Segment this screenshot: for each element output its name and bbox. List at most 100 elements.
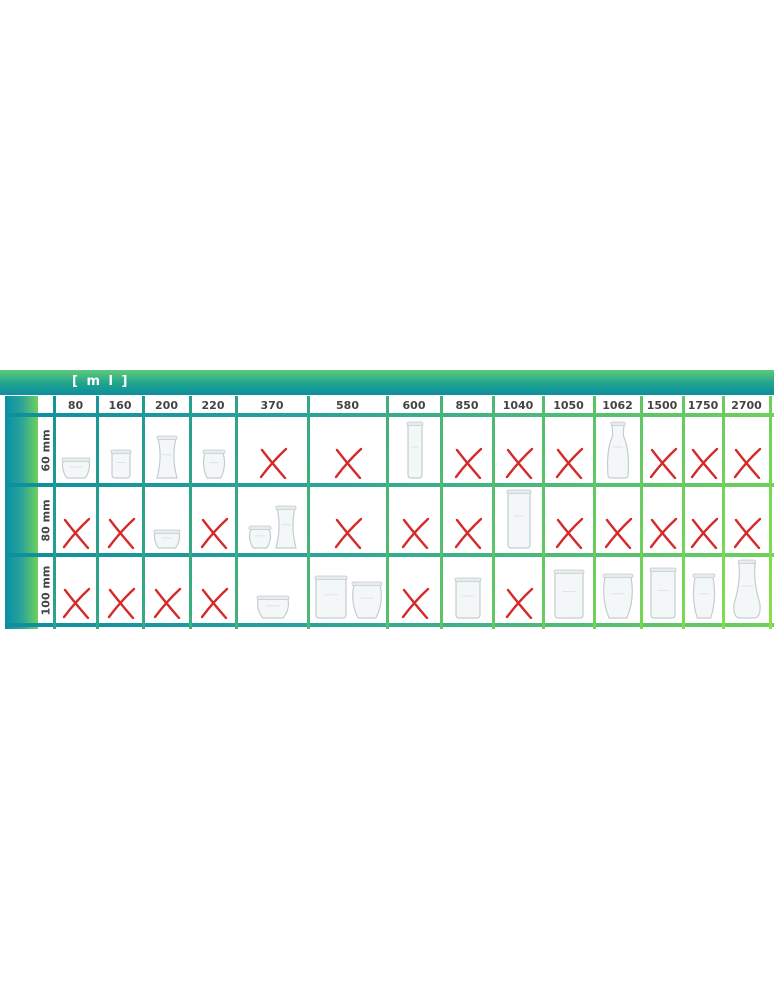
jar-tall-cylinder-icon bbox=[406, 421, 424, 479]
grid-column-line bbox=[682, 396, 685, 629]
unavailable-cross-icon bbox=[504, 445, 534, 479]
grid-row-line bbox=[5, 623, 774, 627]
grid-column-line bbox=[593, 396, 596, 629]
grid-cell bbox=[310, 487, 386, 553]
grid-cell bbox=[145, 417, 189, 483]
column-header-370: 370 bbox=[260, 399, 284, 412]
unit-label: [ m l ] bbox=[72, 374, 130, 389]
grid-column-line bbox=[722, 396, 725, 629]
grid-column-line bbox=[440, 396, 443, 629]
grid-column-line bbox=[492, 396, 495, 629]
unavailable-cross-icon bbox=[199, 585, 229, 619]
grid-cell bbox=[545, 557, 593, 623]
unavailable-cross-icon bbox=[400, 585, 430, 619]
column-header-1062: 1062 bbox=[602, 399, 633, 412]
grid-cell bbox=[99, 487, 142, 553]
column-header-160: 160 bbox=[108, 399, 132, 412]
grid-cell bbox=[495, 487, 542, 553]
jar-cylinder-small-icon bbox=[110, 449, 132, 479]
unavailable-cross-icon bbox=[648, 515, 678, 549]
jar-waisted-icon bbox=[156, 435, 178, 479]
jar-tulip-tall-icon bbox=[692, 573, 716, 619]
unavailable-cross-icon bbox=[258, 445, 288, 479]
grid-row-line bbox=[5, 553, 774, 557]
unavailable-cross-icon bbox=[400, 515, 430, 549]
grid-column-line bbox=[386, 396, 389, 629]
grid-cell bbox=[443, 417, 492, 483]
grid-cell bbox=[643, 487, 682, 553]
row-label-text: 80 mm bbox=[39, 498, 53, 542]
grid-cell bbox=[238, 557, 307, 623]
grid-column-line bbox=[235, 396, 238, 629]
grid-cell bbox=[56, 417, 96, 483]
grid-cell bbox=[725, 417, 769, 483]
grid-cell bbox=[238, 417, 307, 483]
grid-column-line bbox=[640, 396, 643, 629]
grid-cell bbox=[238, 487, 307, 553]
left-gradient-strip bbox=[5, 396, 38, 629]
grid-cell bbox=[56, 487, 96, 553]
unavailable-cross-icon bbox=[648, 445, 678, 479]
column-header-580: 580 bbox=[336, 399, 359, 412]
jar-tulip-icon bbox=[202, 449, 226, 479]
jar-tall-cylinder-wide-icon bbox=[506, 489, 532, 549]
grid-column-line bbox=[769, 396, 772, 629]
unavailable-cross-icon bbox=[554, 445, 584, 479]
unavailable-cross-icon bbox=[333, 445, 363, 479]
unavailable-cross-icon bbox=[732, 445, 762, 479]
grid-cell bbox=[145, 487, 189, 553]
grid-cell bbox=[310, 557, 386, 623]
grid-cell bbox=[545, 487, 593, 553]
grid-cell bbox=[596, 557, 640, 623]
grid-cell bbox=[685, 557, 722, 623]
jar-cylinder-medium-icon bbox=[454, 577, 482, 619]
jar-tulip-large-icon bbox=[602, 573, 634, 619]
grid-column-line bbox=[142, 396, 145, 629]
header-band bbox=[0, 370, 774, 395]
jar-cylinder-tall-icon bbox=[649, 567, 677, 619]
jar-carafe-icon bbox=[606, 421, 630, 479]
grid-column-line bbox=[189, 396, 192, 629]
grid-cell bbox=[192, 487, 235, 553]
row-label-100mm: 100 mm bbox=[38, 557, 54, 623]
column-header-2700: 2700 bbox=[731, 399, 762, 412]
grid-cell bbox=[643, 417, 682, 483]
unavailable-cross-icon bbox=[106, 515, 136, 549]
unavailable-cross-icon bbox=[504, 585, 534, 619]
unavailable-cross-icon bbox=[199, 515, 229, 549]
unavailable-cross-icon bbox=[333, 515, 363, 549]
row-label-80mm: 80 mm bbox=[38, 487, 54, 553]
grid-cell bbox=[192, 417, 235, 483]
unavailable-cross-icon bbox=[61, 585, 91, 619]
grid-column-line bbox=[96, 396, 99, 629]
grid-cell bbox=[545, 417, 593, 483]
grid-cell bbox=[99, 417, 142, 483]
unavailable-cross-icon bbox=[152, 585, 182, 619]
column-header-850: 850 bbox=[455, 399, 479, 412]
grid-cell bbox=[596, 417, 640, 483]
grid-cell bbox=[389, 417, 440, 483]
column-header-200: 200 bbox=[155, 399, 178, 412]
grid-column-line bbox=[542, 396, 545, 629]
unavailable-cross-icon bbox=[554, 515, 584, 549]
grid-cell bbox=[56, 557, 96, 623]
grid-cell bbox=[685, 417, 722, 483]
grid-cell bbox=[495, 417, 542, 483]
grid-column-line bbox=[307, 396, 310, 629]
column-header-220: 220 bbox=[201, 399, 225, 412]
jar-bowl-icon bbox=[61, 457, 91, 479]
grid-cell bbox=[389, 557, 440, 623]
column-header-600: 600 bbox=[402, 399, 426, 412]
grid-cell bbox=[310, 417, 386, 483]
jar-cylinder-wide-icon bbox=[314, 575, 348, 619]
jar-bowl-low-icon bbox=[153, 529, 181, 549]
grid-cell bbox=[192, 557, 235, 623]
grid-cell bbox=[443, 557, 492, 623]
jar-cylinder-large-icon bbox=[553, 569, 585, 619]
unavailable-cross-icon bbox=[453, 445, 483, 479]
jar-bowl-wide-icon bbox=[256, 595, 290, 619]
unavailable-cross-icon bbox=[603, 515, 633, 549]
grid-cell bbox=[685, 487, 722, 553]
grid-column-line bbox=[53, 396, 56, 629]
row-label-text: 100 mm bbox=[39, 565, 53, 615]
